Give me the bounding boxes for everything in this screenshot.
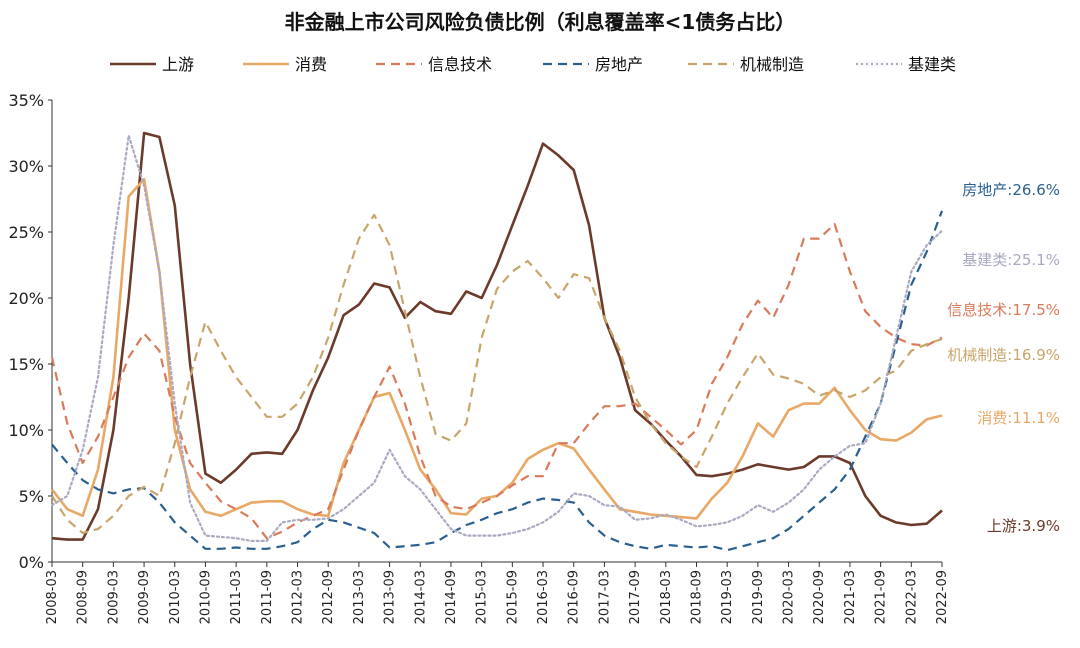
plot-area bbox=[50, 131, 944, 552]
x-tick-label: 2011-03 bbox=[229, 570, 244, 624]
end-label-3: 房地产:26.6% bbox=[962, 181, 1060, 199]
y-tick-label: 30% bbox=[8, 157, 44, 176]
x-tick-label: 2008-03 bbox=[45, 570, 60, 624]
x-tick-label: 2020-09 bbox=[812, 570, 827, 624]
x-tick-label: 2015-09 bbox=[505, 570, 520, 624]
y-tick-label: 25% bbox=[8, 223, 44, 242]
y-tick-label: 35% bbox=[8, 91, 44, 110]
x-tick-label: 2010-09 bbox=[198, 570, 213, 624]
end-label-5: 基建类:25.1% bbox=[962, 251, 1060, 269]
x-tick-label: 2015-03 bbox=[475, 570, 490, 624]
x-tick-label: 2018-03 bbox=[659, 570, 674, 624]
x-tick-label: 2020-03 bbox=[782, 570, 797, 624]
series-line-0 bbox=[51, 131, 943, 541]
end-label-1: 消费:11.1% bbox=[977, 409, 1060, 427]
y-tick-label: 0% bbox=[19, 553, 44, 572]
x-tick-label: 2014-03 bbox=[413, 570, 428, 624]
legend-label-2: 信息技术 bbox=[428, 55, 492, 74]
x-tick-label: 2011-09 bbox=[260, 570, 275, 624]
y-tick-label: 20% bbox=[8, 289, 44, 308]
x-tick-label: 2013-03 bbox=[352, 570, 367, 624]
series-line-3 bbox=[51, 210, 944, 552]
y-tick-label: 15% bbox=[8, 355, 44, 374]
end-label-4: 机械制造:16.9% bbox=[947, 346, 1060, 364]
x-tick-label: 2022-09 bbox=[935, 570, 950, 624]
x-tick-label: 2009-09 bbox=[137, 570, 152, 624]
x-axis: 2008-03 2008-09 2009-03 2009-09 2010-03 2010-… bbox=[45, 561, 950, 624]
x-tick-label: 2017-03 bbox=[597, 570, 612, 624]
legend: 上游 消费 信息技术 房地产 机械制造 基建类 bbox=[110, 55, 956, 74]
x-tick-label: 2019-03 bbox=[720, 570, 735, 624]
legend-label-1: 消费 bbox=[295, 55, 327, 74]
x-tick-label: 2021-09 bbox=[874, 570, 889, 624]
x-tick-label: 2016-03 bbox=[536, 570, 551, 624]
x-tick-label: 2019-09 bbox=[751, 570, 766, 624]
legend-label-5: 基建类 bbox=[908, 55, 956, 74]
series-line-5 bbox=[50, 134, 944, 543]
legend-label-3: 房地产 bbox=[595, 55, 643, 74]
x-tick-label: 2022-03 bbox=[904, 570, 919, 624]
x-tick-label: 2009-03 bbox=[106, 570, 121, 624]
end-label-0: 上游:3.9% bbox=[987, 517, 1060, 535]
series-line-2 bbox=[50, 223, 943, 540]
legend-label-4: 机械制造 bbox=[740, 55, 804, 74]
y-tick-label: 10% bbox=[8, 421, 44, 440]
x-tick-label: 2012-09 bbox=[321, 570, 336, 624]
end-labels: 上游:3.9% 消费:11.1% 信息技术:17.5% 房地产:26.6% 机械制造:1… bbox=[947, 181, 1060, 535]
y-tick-label: 5% bbox=[19, 487, 44, 506]
x-tick-label: 2008-09 bbox=[76, 570, 91, 624]
x-tick-label: 2010-03 bbox=[168, 570, 183, 624]
y-axis: 0% 5% 10% 15% 20% 25% 30% 35% bbox=[8, 91, 53, 572]
x-tick-label: 2018-09 bbox=[689, 570, 704, 624]
x-tick-label: 2016-09 bbox=[567, 570, 582, 624]
end-label-2: 信息技术:17.5% bbox=[947, 301, 1060, 319]
legend-label-0: 上游 bbox=[162, 55, 194, 74]
x-tick-label: 2013-09 bbox=[383, 570, 398, 624]
x-tick-label: 2014-09 bbox=[444, 570, 459, 624]
x-tick-label: 2021-03 bbox=[843, 570, 858, 624]
series-line-4 bbox=[51, 213, 943, 535]
x-tick-label: 2017-09 bbox=[628, 570, 643, 624]
x-tick-label: 2012-03 bbox=[291, 570, 306, 624]
chart-title: 非金融上市公司风险负债比例（利息覆盖率<1债务占比） bbox=[285, 10, 796, 34]
